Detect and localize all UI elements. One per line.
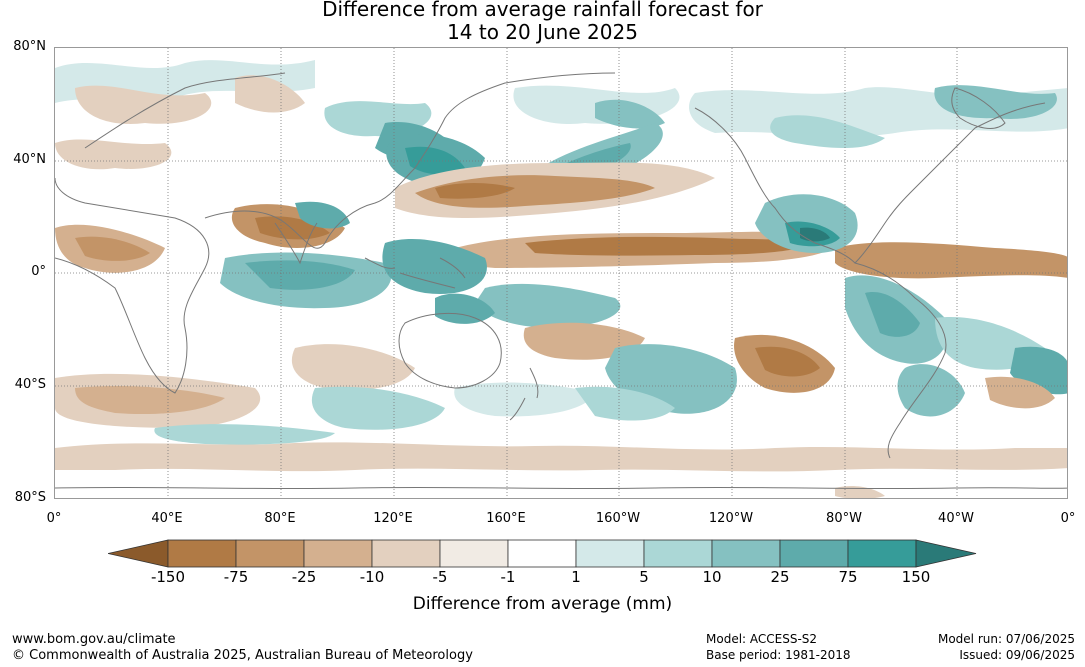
legend-label: -5 bbox=[432, 568, 448, 586]
legend-colorbar bbox=[108, 539, 977, 568]
footer-model: Model: ACCESS-S2 bbox=[706, 632, 818, 646]
lon-label-0-end: 0° bbox=[1060, 511, 1076, 526]
lat-label-40s: 40°S bbox=[14, 377, 46, 392]
legend-label: -75 bbox=[223, 568, 249, 586]
legend-swatch bbox=[235, 539, 305, 568]
legend-title: Difference from average (mm) bbox=[412, 594, 673, 614]
legend-swatch-max-arrow bbox=[915, 539, 977, 568]
legend-swatch bbox=[507, 539, 577, 568]
title-line-1: Difference from average rainfall forecas… bbox=[322, 0, 763, 21]
footer-copyright: © Commonwealth of Australia 2025, Austra… bbox=[12, 648, 473, 663]
legend-swatch-min-arrow bbox=[108, 539, 169, 568]
legend-swatch bbox=[711, 539, 781, 568]
legend-swatch bbox=[779, 539, 849, 568]
legend-swatch bbox=[575, 539, 645, 568]
legend-label: -1 bbox=[500, 568, 516, 586]
lon-label-120w: 120°W bbox=[708, 511, 754, 526]
footer-issued: Issued: 09/06/2025 bbox=[959, 648, 1075, 662]
legend-label: 25 bbox=[770, 568, 790, 586]
legend-label: -10 bbox=[359, 568, 385, 586]
legend-label: -25 bbox=[291, 568, 317, 586]
lat-label-80n: 80°N bbox=[13, 39, 46, 54]
legend-swatch bbox=[167, 539, 237, 568]
chart-title: Difference from average rainfall forecas… bbox=[0, 0, 1085, 44]
lon-label-40e: 40°E bbox=[151, 511, 183, 526]
footer-base-period: Base period: 1981-2018 bbox=[706, 648, 851, 662]
rainfall-anomaly-map bbox=[54, 47, 1068, 499]
graticule bbox=[55, 48, 1067, 498]
legend-label: 10 bbox=[702, 568, 722, 586]
title-line-2: 14 to 20 June 2025 bbox=[447, 20, 638, 44]
lon-label-40w: 40°W bbox=[938, 511, 974, 526]
coastlines bbox=[55, 72, 1067, 490]
lat-label-40n: 40°N bbox=[13, 152, 46, 167]
lon-label-0: 0° bbox=[46, 511, 62, 526]
lon-label-80e: 80°E bbox=[264, 511, 296, 526]
lon-label-120e: 120°E bbox=[373, 511, 413, 526]
legend-label: -150 bbox=[150, 568, 186, 586]
lon-label-160e: 160°E bbox=[486, 511, 526, 526]
map-svg bbox=[55, 48, 1067, 498]
legend-label: 150 bbox=[901, 568, 931, 586]
lat-label-80s: 80°S bbox=[14, 490, 46, 505]
legend-label: 1 bbox=[571, 568, 581, 586]
legend-swatch bbox=[643, 539, 713, 568]
lat-label-equator: 0° bbox=[31, 264, 46, 279]
footer-model-run: Model run: 07/06/2025 bbox=[937, 632, 1075, 646]
legend-label: 75 bbox=[838, 568, 858, 586]
legend-swatch bbox=[303, 539, 373, 568]
legend-label: 5 bbox=[639, 568, 649, 586]
lon-label-80w: 80°W bbox=[826, 511, 862, 526]
legend-swatch bbox=[439, 539, 509, 568]
legend-swatch bbox=[371, 539, 441, 568]
lon-label-160w: 160°W bbox=[595, 511, 641, 526]
footer-website: www.bom.gov.au/climate bbox=[12, 632, 176, 647]
legend-swatch bbox=[847, 539, 917, 568]
